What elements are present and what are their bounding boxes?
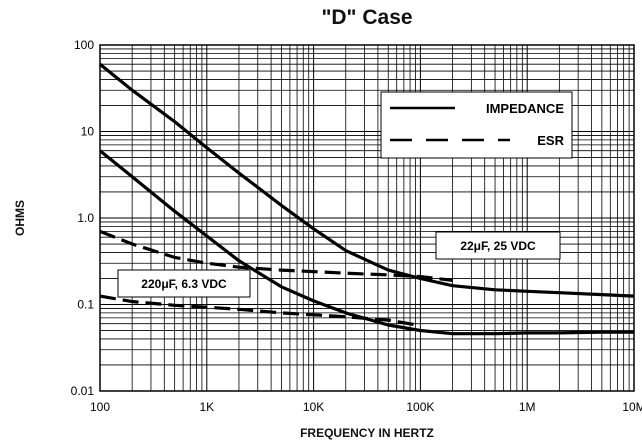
x-tick-label: 10M <box>622 400 642 414</box>
y-tick-label: 10 <box>81 125 95 139</box>
annotation-label: 220μF, 6.3 VDC <box>141 277 227 291</box>
x-tick-label: 100K <box>406 400 434 414</box>
y-tick-label: 0.1 <box>77 298 94 312</box>
esr-curve-3 <box>99 229 453 282</box>
plot-frame <box>99 44 635 392</box>
y-tick-label: 0.01 <box>71 384 95 398</box>
esr-curve-4 <box>99 294 421 328</box>
x-tick-label: 1M <box>519 400 536 414</box>
annotation-box <box>435 231 561 260</box>
x-tick-label: 1K <box>199 400 214 414</box>
y-tick-label: 100 <box>74 38 94 52</box>
impedance-curve-1 <box>98 62 635 298</box>
legend-box <box>380 91 573 159</box>
grid-lines <box>99 45 634 392</box>
series-group <box>98 62 635 336</box>
tick-labels: 100 1K 10K 100K 1M 10M 0.01 0.1 1.0 10 100 <box>71 38 642 414</box>
annotation-box <box>117 269 251 298</box>
legend: IMPEDANCE ESR <box>380 91 573 159</box>
legend-label: ESR <box>537 133 564 148</box>
x-axis-label: FREQUENCY IN HERTZ <box>300 426 434 440</box>
x-tick-label: 10K <box>303 400 324 414</box>
legend-label: IMPEDANCE <box>486 101 564 116</box>
y-tick-label: 1.0 <box>77 211 94 225</box>
annotations-group: 22μF, 25 VDC 220μF, 6.3 VDC <box>117 231 561 298</box>
x-tick-label: 100 <box>90 400 110 414</box>
chart-title: "D" Case <box>321 6 413 29</box>
annotation-label: 22μF, 25 VDC <box>460 239 536 253</box>
